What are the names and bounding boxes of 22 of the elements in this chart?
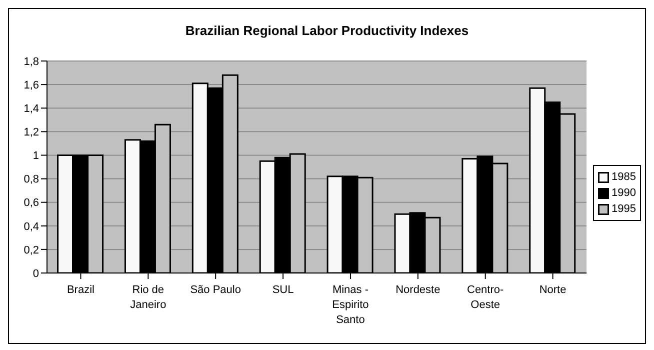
y-tick-label: 1,4 <box>24 103 39 116</box>
y-tick-label: 0,8 <box>24 174 39 186</box>
legend-label: 1995 <box>612 203 636 215</box>
y-tick-label: 1,6 <box>24 79 39 92</box>
x-tick-label: Norte <box>539 284 566 296</box>
x-tick-label: Brazil <box>66 284 94 296</box>
x-tick-label: São Paulo <box>190 284 241 296</box>
y-tick-label: 1 <box>32 150 39 162</box>
y-tick-label: 0 <box>32 268 39 280</box>
legend-label: 1985 <box>612 171 636 183</box>
x-tick-label: Centro-Oeste <box>467 284 504 311</box>
y-tick-label: 0,2 <box>24 244 39 256</box>
x-tick-label: Rio de Janeiro <box>130 284 166 311</box>
chart-title: Brazilian Regional Labor Productivity Indexes <box>184 22 470 40</box>
x-tick-label: Nordeste <box>396 284 440 296</box>
x-tick-label: Minas - Espirito Santo <box>332 284 369 326</box>
legend-label: 1990 <box>612 187 636 199</box>
y-tick-label: 0,4 <box>24 220 39 233</box>
y-tick-label: 0,6 <box>24 197 39 210</box>
y-tick-label: 1,2 <box>24 126 39 139</box>
y-tick-label: 1,8 <box>24 56 39 68</box>
x-tick-label: SUL <box>272 284 294 296</box>
